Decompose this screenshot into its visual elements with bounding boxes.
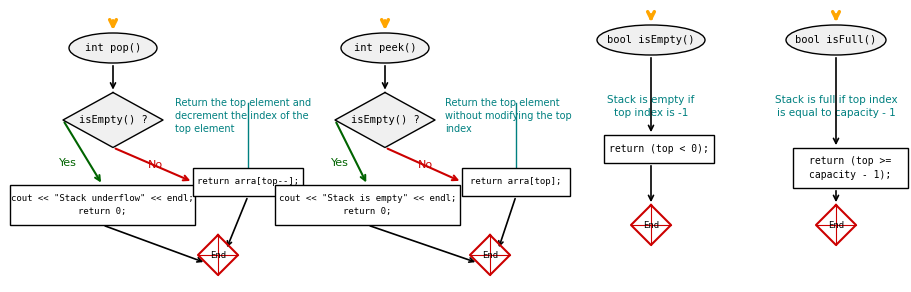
Text: isEmpty() ?: isEmpty() ? (78, 115, 148, 125)
Bar (603, 135, 713, 163)
Polygon shape (815, 205, 855, 245)
Text: cout << "Stack is empty" << endl;
return 0;: cout << "Stack is empty" << endl; return… (279, 194, 456, 216)
Polygon shape (63, 93, 163, 147)
Ellipse shape (341, 33, 428, 63)
Text: return arra[top];: return arra[top]; (470, 178, 561, 187)
Text: End: End (827, 220, 844, 230)
Text: cout << "Stack underflow" << endl;
return 0;: cout << "Stack underflow" << endl; retur… (11, 194, 194, 216)
Text: End: End (210, 251, 226, 260)
Text: bool isEmpty(): bool isEmpty() (607, 35, 694, 45)
Bar (462, 168, 569, 196)
Text: End: End (481, 251, 497, 260)
Polygon shape (469, 235, 509, 275)
Text: Stack is empty if
top index is -1: Stack is empty if top index is -1 (607, 95, 694, 118)
Text: int peek(): int peek() (353, 43, 415, 53)
Text: Return the top element
without modifying the top
index: Return the top element without modifying… (445, 98, 571, 134)
Text: int pop(): int pop() (85, 43, 141, 53)
Text: Return the top element and
decrement the index of the
top element: Return the top element and decrement the… (175, 98, 311, 134)
Polygon shape (334, 93, 435, 147)
Bar (793, 148, 907, 188)
Ellipse shape (597, 25, 704, 55)
Polygon shape (198, 235, 238, 275)
Text: Stack is full if top index
is equal to capacity - 1: Stack is full if top index is equal to c… (773, 95, 896, 118)
Text: End: End (642, 220, 659, 230)
Bar (275, 185, 459, 225)
Text: Yes: Yes (331, 158, 349, 168)
Bar (193, 168, 302, 196)
Ellipse shape (785, 25, 885, 55)
Text: No: No (417, 160, 432, 170)
Text: No: No (148, 160, 162, 170)
Text: Yes: Yes (59, 158, 77, 168)
Bar (10, 185, 195, 225)
Polygon shape (630, 205, 670, 245)
Text: return arra[top--];: return arra[top--]; (197, 178, 299, 187)
Text: return (top < 0);: return (top < 0); (609, 144, 708, 154)
Text: return (top >=
capacity - 1);: return (top >= capacity - 1); (808, 156, 891, 180)
Text: isEmpty() ?: isEmpty() ? (350, 115, 419, 125)
Text: bool isFull(): bool isFull() (794, 35, 875, 45)
Ellipse shape (69, 33, 157, 63)
